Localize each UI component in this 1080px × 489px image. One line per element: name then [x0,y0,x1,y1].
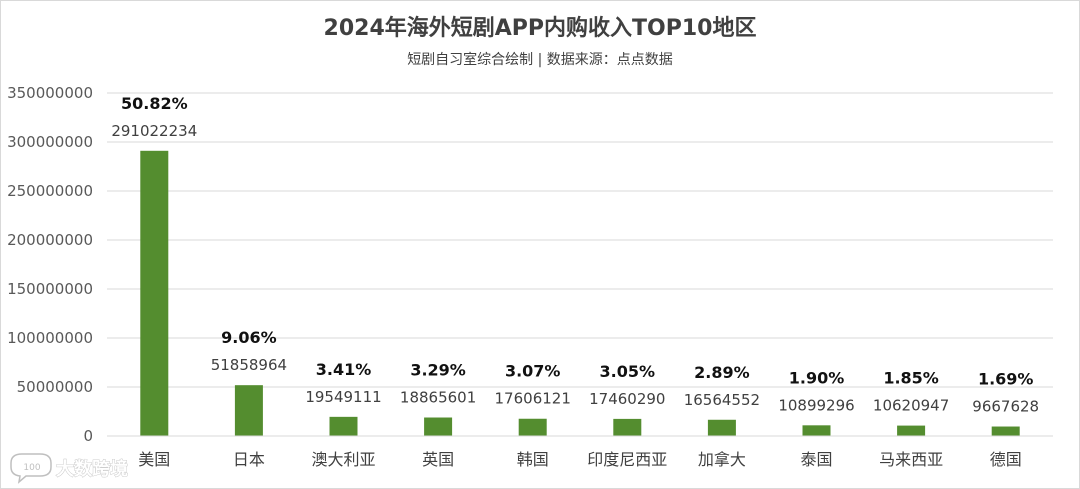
x-tick-label: 德国 [990,450,1022,469]
x-tick-label: 马来西亚 [879,450,943,469]
y-axis-ticks: 0 50000000 100000000 150000000 200000000 2500… [7,84,93,445]
bar-value-label: 291022234 [111,122,197,140]
x-tick-label: 韩国 [517,450,549,469]
bar-value-label: 10899296 [778,396,854,414]
bar-value-label: 17460290 [589,390,665,408]
x-tick-label: 泰国 [800,450,832,469]
bar-percent-label: 3.05% [600,362,656,381]
bar-value-label: 19549111 [305,388,381,406]
x-tick-label: 美国 [138,450,170,469]
y-tick-label: 0 [83,427,93,445]
y-tick-label: 250000000 [7,182,93,200]
chart-title: 2024年海外短剧APP内购收入TOP10地区 [324,15,757,41]
bar-value-label: 51858964 [211,356,287,374]
y-tick-label: 100000000 [7,329,93,347]
bar-percent-label: 3.07% [505,362,561,381]
bar-percent-label: 50.82% [121,94,188,113]
bar-percent-label: 2.89% [694,363,750,382]
bar-percent-label: 1.69% [978,370,1034,389]
bar [234,385,263,436]
bar [897,425,926,436]
x-axis-ticks: 美国 日本 澳大利亚 英国 韩国 印度尼西亚 加拿大 泰国 马来西亚 德国 [138,450,1021,469]
bar-percent-label: 3.41% [316,360,372,379]
watermark: 100 大数跨境 [10,453,128,484]
chat-bubble-logo-icon: 100 [10,453,52,484]
bar [613,418,642,436]
bar-value-label: 18865601 [400,389,476,407]
y-tick-label: 200000000 [7,231,93,249]
bar [140,150,169,436]
x-tick-label: 澳大利亚 [311,450,375,469]
bar [518,418,547,436]
bar-percent-label: 1.85% [883,369,939,388]
x-tick-label: 印度尼西亚 [587,450,667,469]
bar-percent-label: 9.06% [221,328,277,347]
bar [329,416,358,436]
x-tick-label: 日本 [233,450,265,469]
bar [991,426,1020,436]
bar-value-label: 10620947 [873,397,949,415]
watermark-text: 大数跨境 [56,458,128,480]
bar-value-label: 16564552 [684,391,760,409]
x-tick-label: 加拿大 [698,450,746,469]
bar [424,417,453,436]
bar-value-label: 17606121 [495,390,571,408]
bar-percent-label: 3.29% [410,361,466,380]
y-tick-label: 350000000 [7,84,93,102]
y-tick-label: 50000000 [17,378,93,396]
x-tick-label: 英国 [422,450,454,469]
gridlines [107,92,1053,388]
bars [140,150,1020,436]
bar-percent-label: 1.90% [789,368,845,387]
bar [802,425,831,436]
y-tick-label: 150000000 [7,280,93,298]
bar [707,419,736,436]
bar-value-label: 9667628 [972,398,1039,416]
y-tick-label: 300000000 [7,133,93,151]
chart-subtitle: 短剧自习室综合绘制 | 数据来源：点点数据 [407,51,673,68]
data-labels: 291022234 50.82% 51858964 9.06% 19549111 3.41… [111,94,1039,416]
svg-text:100: 100 [23,463,40,473]
